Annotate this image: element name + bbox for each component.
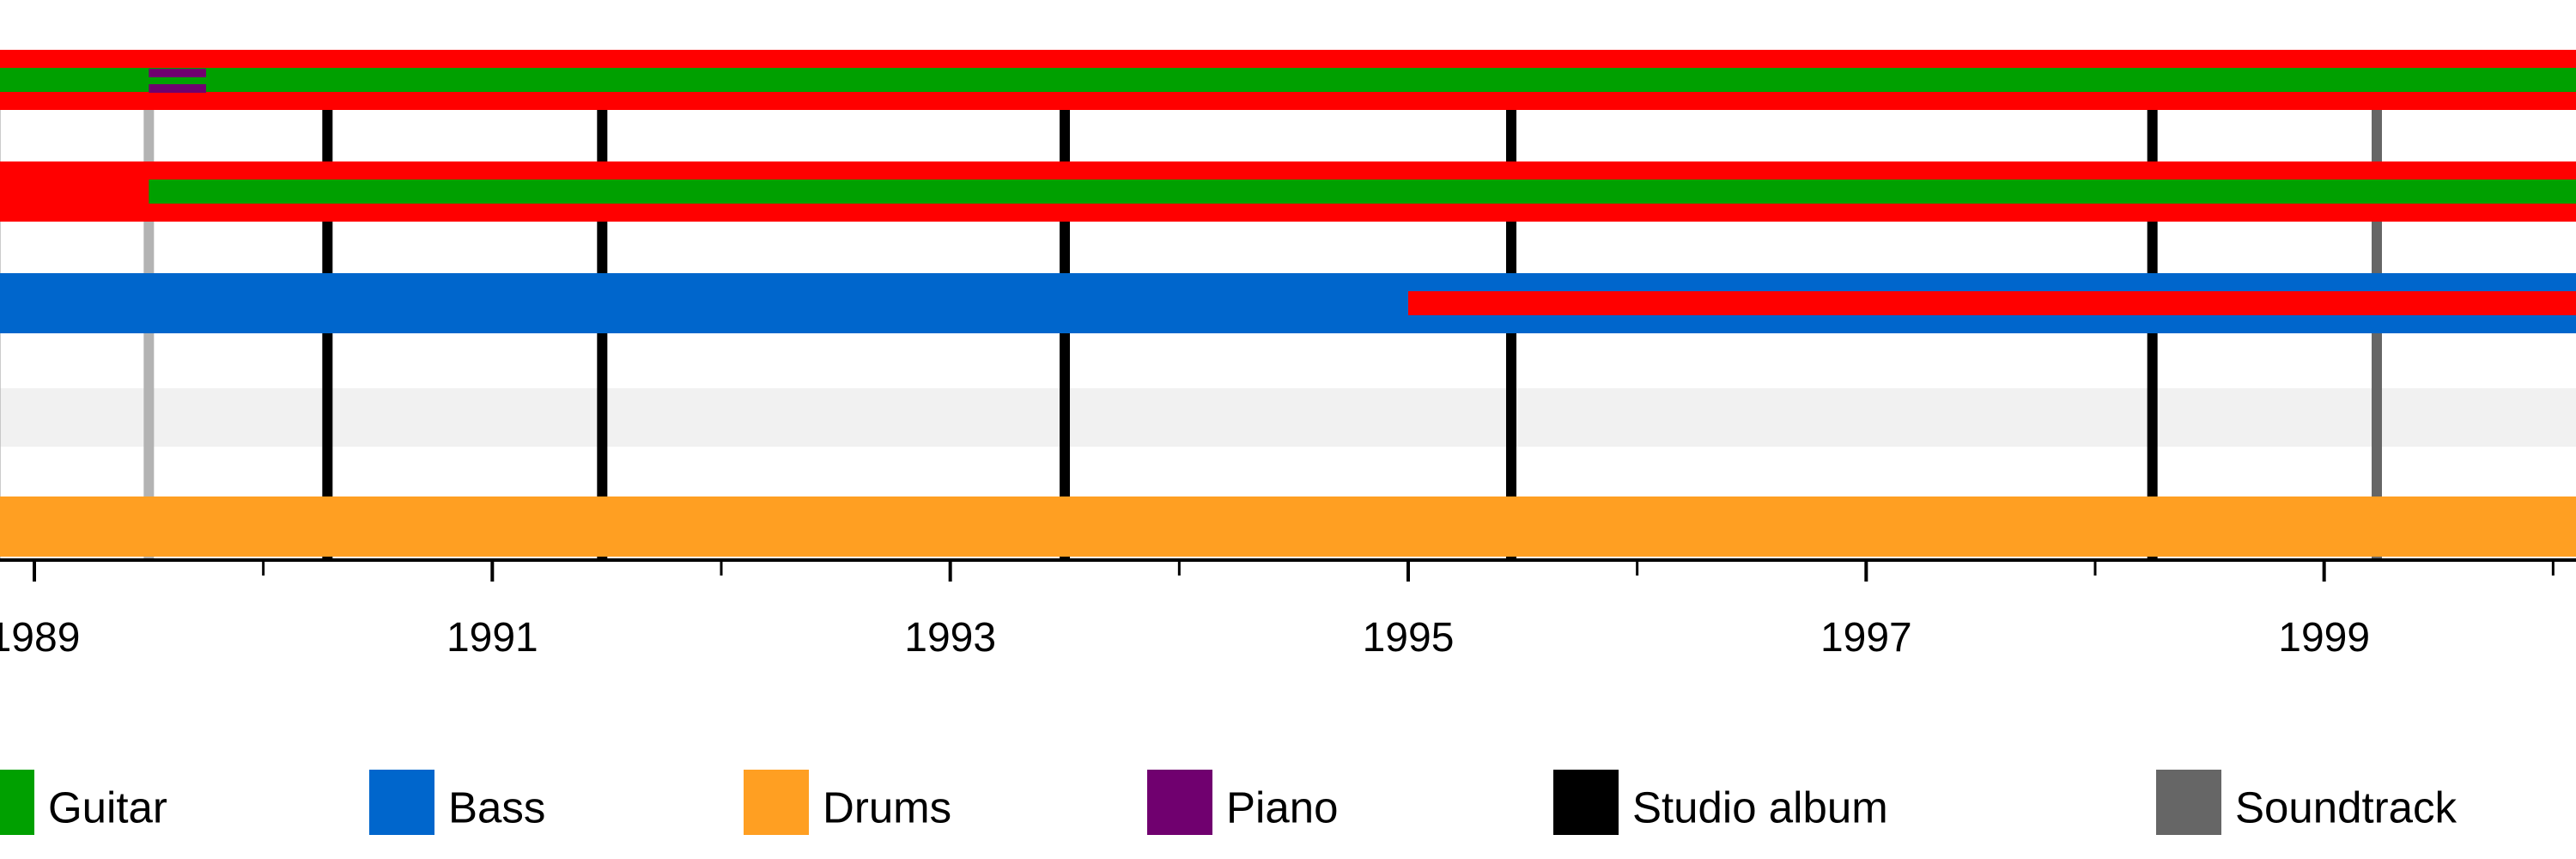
legend-label-bass: Bass	[448, 783, 545, 832]
legend-swatch-piano	[1147, 770, 1212, 835]
member-bars	[0, 50, 2576, 557]
x-axis: 1989 1991 1993 1995 1997 1999	[0, 558, 2576, 661]
row-3-vocals-segment-2	[1408, 291, 2576, 315]
legend-label-drums: Drums	[823, 783, 951, 832]
legend-swatch-guitar	[0, 770, 34, 835]
legend-swatch-soundtrack	[2156, 770, 2221, 835]
legend-label-soundtrack: Soundtrack	[2235, 783, 2457, 832]
legend-swatch-bass	[369, 770, 434, 835]
x-tick-label-1989: 1989	[0, 615, 80, 661]
row-5-drums-segment-1	[0, 497, 2576, 557]
x-tick-label-1993: 1993	[904, 615, 996, 661]
legend-swatch-studio-album	[1553, 770, 1619, 835]
row-1-guitar-segment-2	[0, 68, 2576, 92]
row-1-piano-bottom-stripe	[149, 84, 206, 93]
row-1-piano-top-stripe	[149, 69, 206, 77]
empty-row-background	[0, 388, 2576, 447]
legend-swatch-drums	[744, 770, 809, 835]
legend-label-piano: Piano	[1226, 783, 1338, 832]
x-tick-label-1995: 1995	[1363, 615, 1455, 661]
legend-label-guitar: Guitar	[48, 783, 167, 832]
x-tick-label-1999: 1999	[2278, 615, 2370, 661]
x-tick-label-1991: 1991	[447, 615, 538, 661]
timeline-rows	[0, 388, 2576, 447]
legend-label-studio-album: Studio album	[1632, 783, 1888, 832]
row-2-guitar-segment-2	[149, 180, 2576, 204]
legend: Guitar Bass Drums Piano Studio album Soundtra…	[0, 770, 2457, 835]
x-tick-label-1997: 1997	[1820, 615, 1912, 661]
